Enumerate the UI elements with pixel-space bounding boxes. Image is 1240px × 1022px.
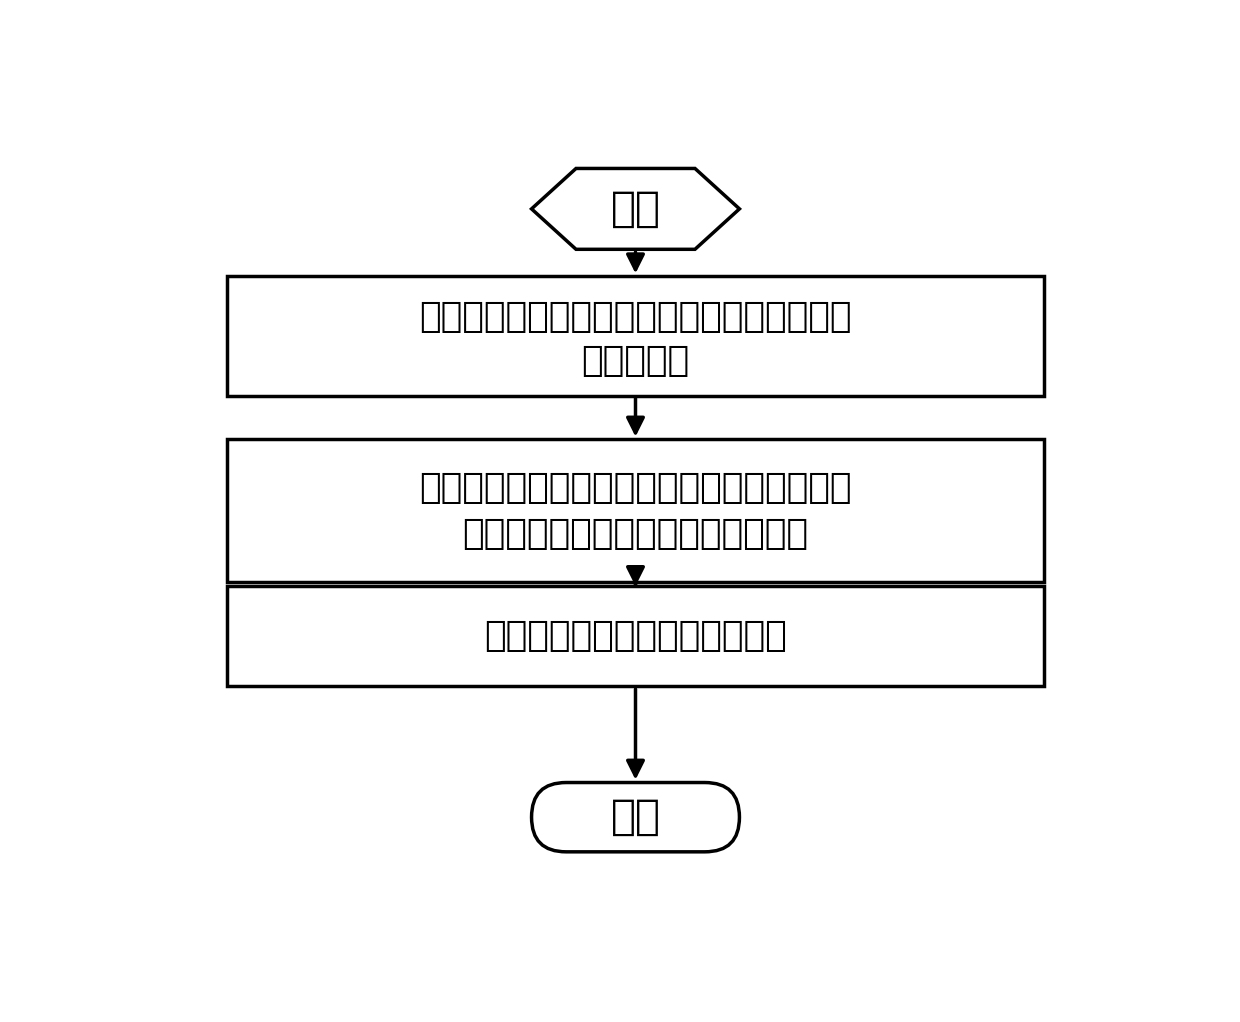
Text: 态的沸石填料之间相互摩擦表面脱落: 态的沸石填料之间相互摩擦表面脱落: [463, 517, 808, 551]
FancyBboxPatch shape: [227, 276, 1044, 396]
Text: 进入过滤器: 进入过滤器: [582, 343, 689, 377]
FancyBboxPatch shape: [227, 587, 1044, 687]
Text: 结束: 结束: [610, 796, 661, 838]
Polygon shape: [532, 169, 739, 249]
Text: 污水通过进水管进入过滤器，空气通过空气管: 污水通过进水管进入过滤器，空气通过空气管: [419, 299, 852, 333]
FancyBboxPatch shape: [532, 783, 739, 851]
Text: 沸石填料与污水接触，吸附氨氮，同时悬浮状: 沸石填料与污水接触，吸附氨氮，同时悬浮状: [419, 470, 852, 505]
Text: 开始: 开始: [610, 188, 661, 230]
Text: 脱落的沸石填料由出水管流出。: 脱落的沸石填料由出水管流出。: [484, 619, 787, 653]
FancyBboxPatch shape: [227, 439, 1044, 582]
